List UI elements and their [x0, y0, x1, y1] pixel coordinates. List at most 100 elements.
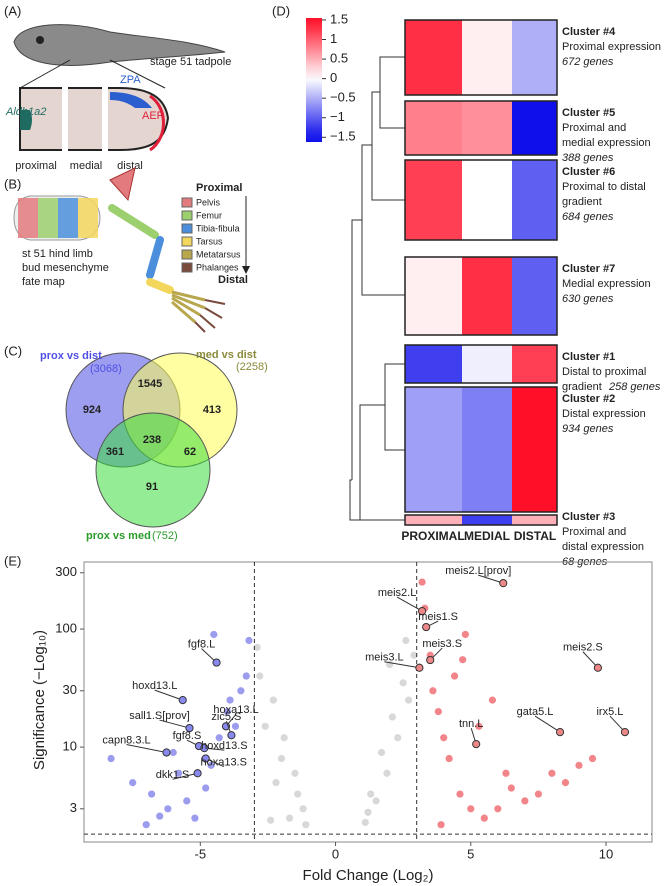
point: [191, 814, 199, 822]
gene-point: [178, 696, 187, 705]
x-tick-label: 0: [332, 846, 339, 861]
point: [548, 769, 556, 777]
gene-label: meis2.L: [378, 587, 417, 599]
axis-top: Proximal: [196, 182, 242, 194]
point: [402, 636, 410, 645]
gene-label: capn8.3.L: [102, 734, 150, 746]
heatmap-cell: [405, 345, 462, 383]
legend-label: Tarsus: [196, 236, 223, 246]
point: [502, 769, 510, 777]
cluster-desc: distal expression: [562, 541, 644, 553]
point: [256, 672, 264, 680]
colorbar-label: 0: [330, 70, 337, 85]
heatmap-cell: [512, 20, 557, 95]
heatmap-cell: [405, 160, 462, 240]
cluster-name: Cluster #6: [562, 166, 615, 178]
point: [361, 818, 369, 827]
caption: st 51 hind limb: [22, 248, 93, 260]
caption: bud mesenchyme: [22, 262, 109, 274]
heatmap-cell: [405, 387, 462, 512]
panel-c: (C) prox vs dist(3068) med vs dist(2258) p…: [4, 343, 268, 541]
legend-label: Pelvis: [196, 197, 221, 207]
gene-label: hoxd13.S: [201, 740, 247, 752]
point: [467, 805, 475, 813]
set-name: med vs dist: [196, 349, 257, 361]
point: [148, 790, 156, 798]
point: [404, 696, 413, 704]
leader: [126, 744, 167, 753]
y-tick-label: 30: [63, 682, 77, 697]
point: [156, 812, 164, 820]
heatmap-cell: [462, 515, 512, 525]
cluster-desc: Proximal to distal: [562, 181, 646, 193]
cluster-desc: medial expression: [562, 137, 651, 149]
legend-label: Phalanges: [196, 262, 239, 272]
cluster-frame: [404, 159, 558, 241]
gene-label: meis3.L: [365, 652, 404, 664]
point: [202, 784, 210, 792]
gene-label: zic5.S: [211, 711, 241, 723]
point: [183, 797, 191, 805]
point: [534, 790, 543, 798]
point: [261, 722, 269, 730]
fate-stripe: [58, 198, 78, 238]
point: [215, 734, 223, 742]
set-name: prox vs dist: [40, 350, 102, 362]
point: [507, 784, 515, 792]
panel-e: (E) -5 0 5 10 3 10 30 100 300 Fold Change (Log₂) S…: [4, 553, 653, 884]
heatmap-cell: [405, 257, 462, 335]
column-label: MEDIAL: [464, 529, 510, 543]
femur: [108, 204, 159, 239]
cluster-frame: [404, 100, 558, 156]
point: [434, 707, 442, 716]
gene-point: [415, 663, 424, 672]
gene-point: [185, 723, 194, 733]
point: [437, 821, 445, 829]
colorbar-label: −1.5: [330, 129, 356, 144]
y-tick-label: 100: [55, 621, 77, 636]
panel-label: (E): [4, 553, 21, 568]
point: [394, 734, 402, 742]
legend-label: Tibia-fibula: [196, 223, 240, 233]
x-tick-label: -5: [195, 846, 207, 861]
gene-label: dkk1.S: [156, 769, 190, 781]
y-tick-label: 3: [70, 800, 77, 815]
gene-label: meis3.S: [422, 638, 462, 650]
heatmap-cell: [405, 20, 462, 95]
gene-point: [620, 727, 630, 737]
point: [410, 651, 418, 659]
point: [253, 643, 261, 651]
cluster-genes: 684 genes: [562, 211, 614, 223]
leader: [172, 772, 198, 780]
colorbar-label: 0.5: [330, 51, 348, 66]
point: [164, 805, 172, 813]
cluster-frame: [404, 19, 558, 96]
point: [588, 754, 597, 763]
set-name: prox vs med: [86, 530, 151, 542]
panel-label: (D): [272, 3, 290, 18]
gene-point: [417, 606, 427, 616]
cluster-desc: gradient: [562, 196, 602, 208]
region-label: distal: [117, 160, 143, 172]
point: [107, 754, 115, 763]
cluster-name: Cluster #2: [562, 393, 615, 405]
cluster-frame: [404, 386, 558, 513]
cluster-genes: 258 genes: [608, 381, 661, 393]
legend-swatch: [181, 262, 193, 273]
cluster-name: Cluster #1: [562, 351, 615, 363]
gene-label: gata5.L: [517, 706, 554, 718]
stage-label: stage 51 tadpole: [150, 56, 231, 68]
gene-point: [499, 579, 508, 588]
point: [207, 761, 215, 769]
gene-label: fgf8.L: [188, 638, 216, 650]
zoom-lines: [19, 59, 166, 89]
cluster-desc: Distal to proximal: [562, 366, 646, 378]
cluster-desc: Proximal and: [562, 526, 626, 538]
gene-point: [212, 658, 221, 667]
heatmap-cell: [462, 257, 512, 335]
aer: [149, 94, 165, 152]
gene-label: tnn.L: [459, 718, 483, 730]
point: [272, 779, 280, 787]
cluster-frame: [404, 344, 558, 384]
legend-swatch: [181, 197, 193, 208]
